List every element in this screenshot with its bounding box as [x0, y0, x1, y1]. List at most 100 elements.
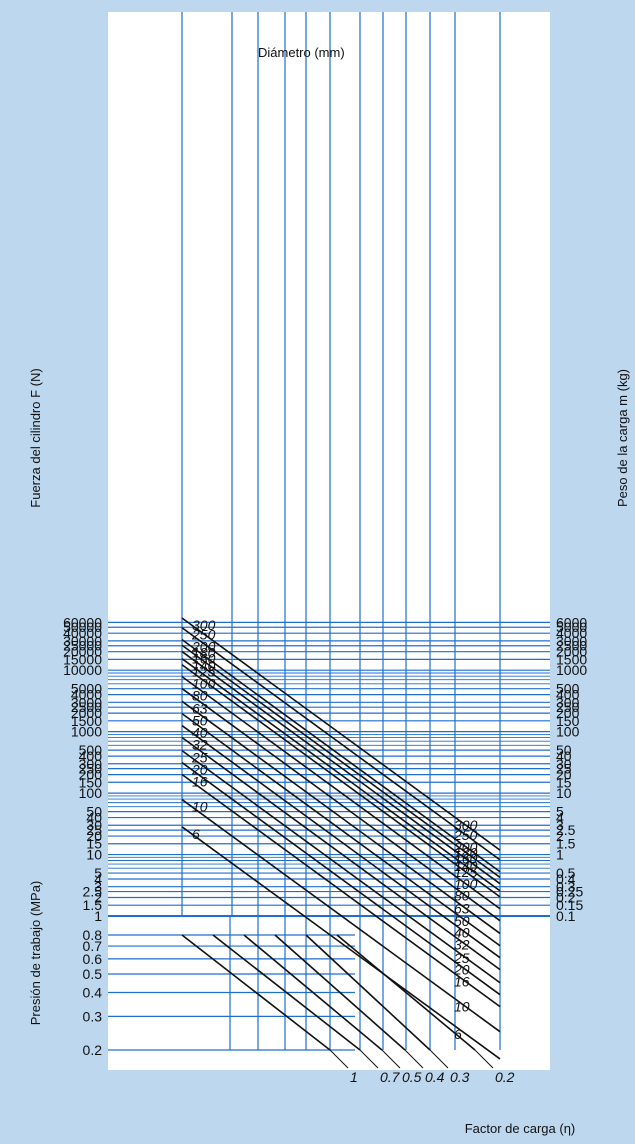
diameter-label-right: 40: [454, 925, 470, 941]
pressure-tick-label: 0.3: [83, 1008, 103, 1024]
diameter-label-left: 50: [192, 713, 208, 729]
diameter-line: [181, 736, 501, 971]
diameter-label-left: 180: [192, 644, 216, 660]
diameter-line: [181, 664, 501, 898]
diameter-label-right: 50: [454, 913, 470, 929]
force-tick-label: 20: [86, 828, 102, 844]
pressure-tick-label: 0.6: [83, 951, 103, 967]
load-factor-value: 0.4: [425, 1069, 445, 1085]
load-factor-arrow: [404, 1049, 424, 1069]
mass-tick-label: 5: [556, 804, 564, 820]
diameter-line: [181, 627, 501, 861]
mass-tick-label: 200: [556, 705, 580, 721]
force-tick-label: 5000: [71, 681, 102, 697]
diameter-label-right: 16: [454, 974, 470, 990]
mass-tick-label: 0.1: [556, 908, 576, 924]
force-tick-label: 25000: [63, 638, 102, 654]
force-tick-label: 3000: [71, 694, 102, 710]
mass-tick-label: 0.3: [556, 879, 576, 895]
force-tick-label: 3: [94, 879, 102, 895]
force-tick-label: 2500: [71, 699, 102, 715]
force-tick-label: 10: [86, 847, 102, 863]
diameter-line: [181, 644, 501, 879]
mass-tick-label: 15: [556, 774, 572, 790]
diameter-label-left: 40: [192, 725, 208, 741]
mass-tick-label: 25: [556, 761, 572, 777]
load-factor-line: [274, 934, 406, 1051]
diameter-label-right: 300: [454, 817, 478, 833]
load-factor-value: 0.2: [495, 1069, 515, 1085]
grid-lines: [108, 12, 550, 1051]
mass-tick-label: 2000: [556, 644, 587, 660]
force-tick-label: 60000: [63, 614, 102, 630]
mass-tick-label: 250: [556, 699, 580, 715]
force-tick-label: 2: [94, 890, 102, 906]
diameter-line: [181, 773, 501, 1008]
mass-tick-label: 6000: [556, 614, 587, 630]
force-tick-label: 30: [86, 817, 102, 833]
pressure-tick-label: 0.5: [83, 966, 103, 982]
force-tick-label: 200: [79, 767, 103, 783]
diameter-label-right: 20: [453, 962, 470, 978]
mass-tick-label: 1.5: [556, 836, 576, 852]
left-axis-label: Fuerza del cilindro F (N): [28, 368, 43, 507]
force-tick-label: 15: [86, 836, 102, 852]
load-factor-line: [336, 934, 476, 1051]
load-factor-arrow: [359, 1049, 379, 1069]
diagonal-lines: [181, 617, 501, 1069]
diameter-line: [181, 617, 501, 851]
diameter-label-right: 25: [453, 950, 470, 966]
force-tick-label: 50: [86, 804, 102, 820]
load-factor-value: 1: [350, 1069, 358, 1085]
mass-tick-label: 20: [556, 767, 572, 783]
force-tick-label: 4000: [71, 687, 102, 703]
diameter-label-right: 100: [454, 876, 478, 892]
force-tick-label: 5: [94, 865, 102, 881]
load-factor-value: 0.3: [450, 1069, 470, 1085]
diameter-label: Diámetro (mm): [258, 45, 345, 60]
diameter-label-right: 140: [454, 858, 478, 874]
diameter-line: [181, 639, 501, 873]
force-tick-label: 15000: [63, 651, 102, 667]
mass-tick-label: 2500: [556, 638, 587, 654]
diameter-label-right: 6: [454, 1026, 462, 1042]
mass-tick-label: 10: [556, 785, 572, 801]
diameter-line: [181, 761, 501, 996]
load-factor-value: 0.5: [402, 1069, 422, 1085]
diameter-label-left: 200: [191, 639, 216, 655]
mass-tick-label: 4: [556, 810, 564, 826]
diameter-line: [181, 749, 501, 984]
mass-tick-label: 2: [556, 828, 564, 844]
mass-tick-label: 0.2: [556, 890, 576, 906]
mass-tick-label: 2.5: [556, 822, 576, 838]
force-tick-label: 2.5: [83, 884, 103, 900]
diameter-label-right: 160: [454, 851, 478, 867]
diameter-line: [181, 798, 501, 1033]
diameter-label-left: 100: [192, 676, 216, 692]
diameter-line: [181, 650, 501, 885]
diameter-label-left: 10: [192, 799, 208, 815]
load-factor-line: [181, 934, 331, 1051]
mass-tick-label: 40: [556, 748, 572, 764]
diameter-label-left: 160: [192, 651, 216, 667]
diameter-label-left: 16: [192, 773, 208, 789]
pressure-tick-label: 0.7: [83, 938, 103, 954]
mass-tick-label: 1500: [556, 651, 587, 667]
mass-tick-label: 400: [556, 687, 580, 703]
force-tick-label: 4: [94, 871, 102, 887]
diameter-line: [181, 826, 501, 1060]
load-factor-arrow: [329, 1049, 349, 1069]
force-tick-label: 300: [79, 756, 103, 772]
force-tick-label: 10000: [63, 662, 102, 678]
load-factor-arrow: [429, 1049, 449, 1069]
mass-tick-label: 1000: [556, 662, 587, 678]
mass-tick-label: 150: [556, 713, 580, 729]
diameter-label-left: 6: [192, 826, 200, 842]
diameter-label-right: 32: [454, 937, 470, 953]
mass-tick-label: 0.5: [556, 865, 576, 881]
force-tick-label: 150: [79, 774, 103, 790]
diameter-label-left: 300: [192, 617, 216, 633]
diameter-label-right: 63: [454, 900, 470, 916]
diameter-label-right: 200: [453, 839, 478, 855]
